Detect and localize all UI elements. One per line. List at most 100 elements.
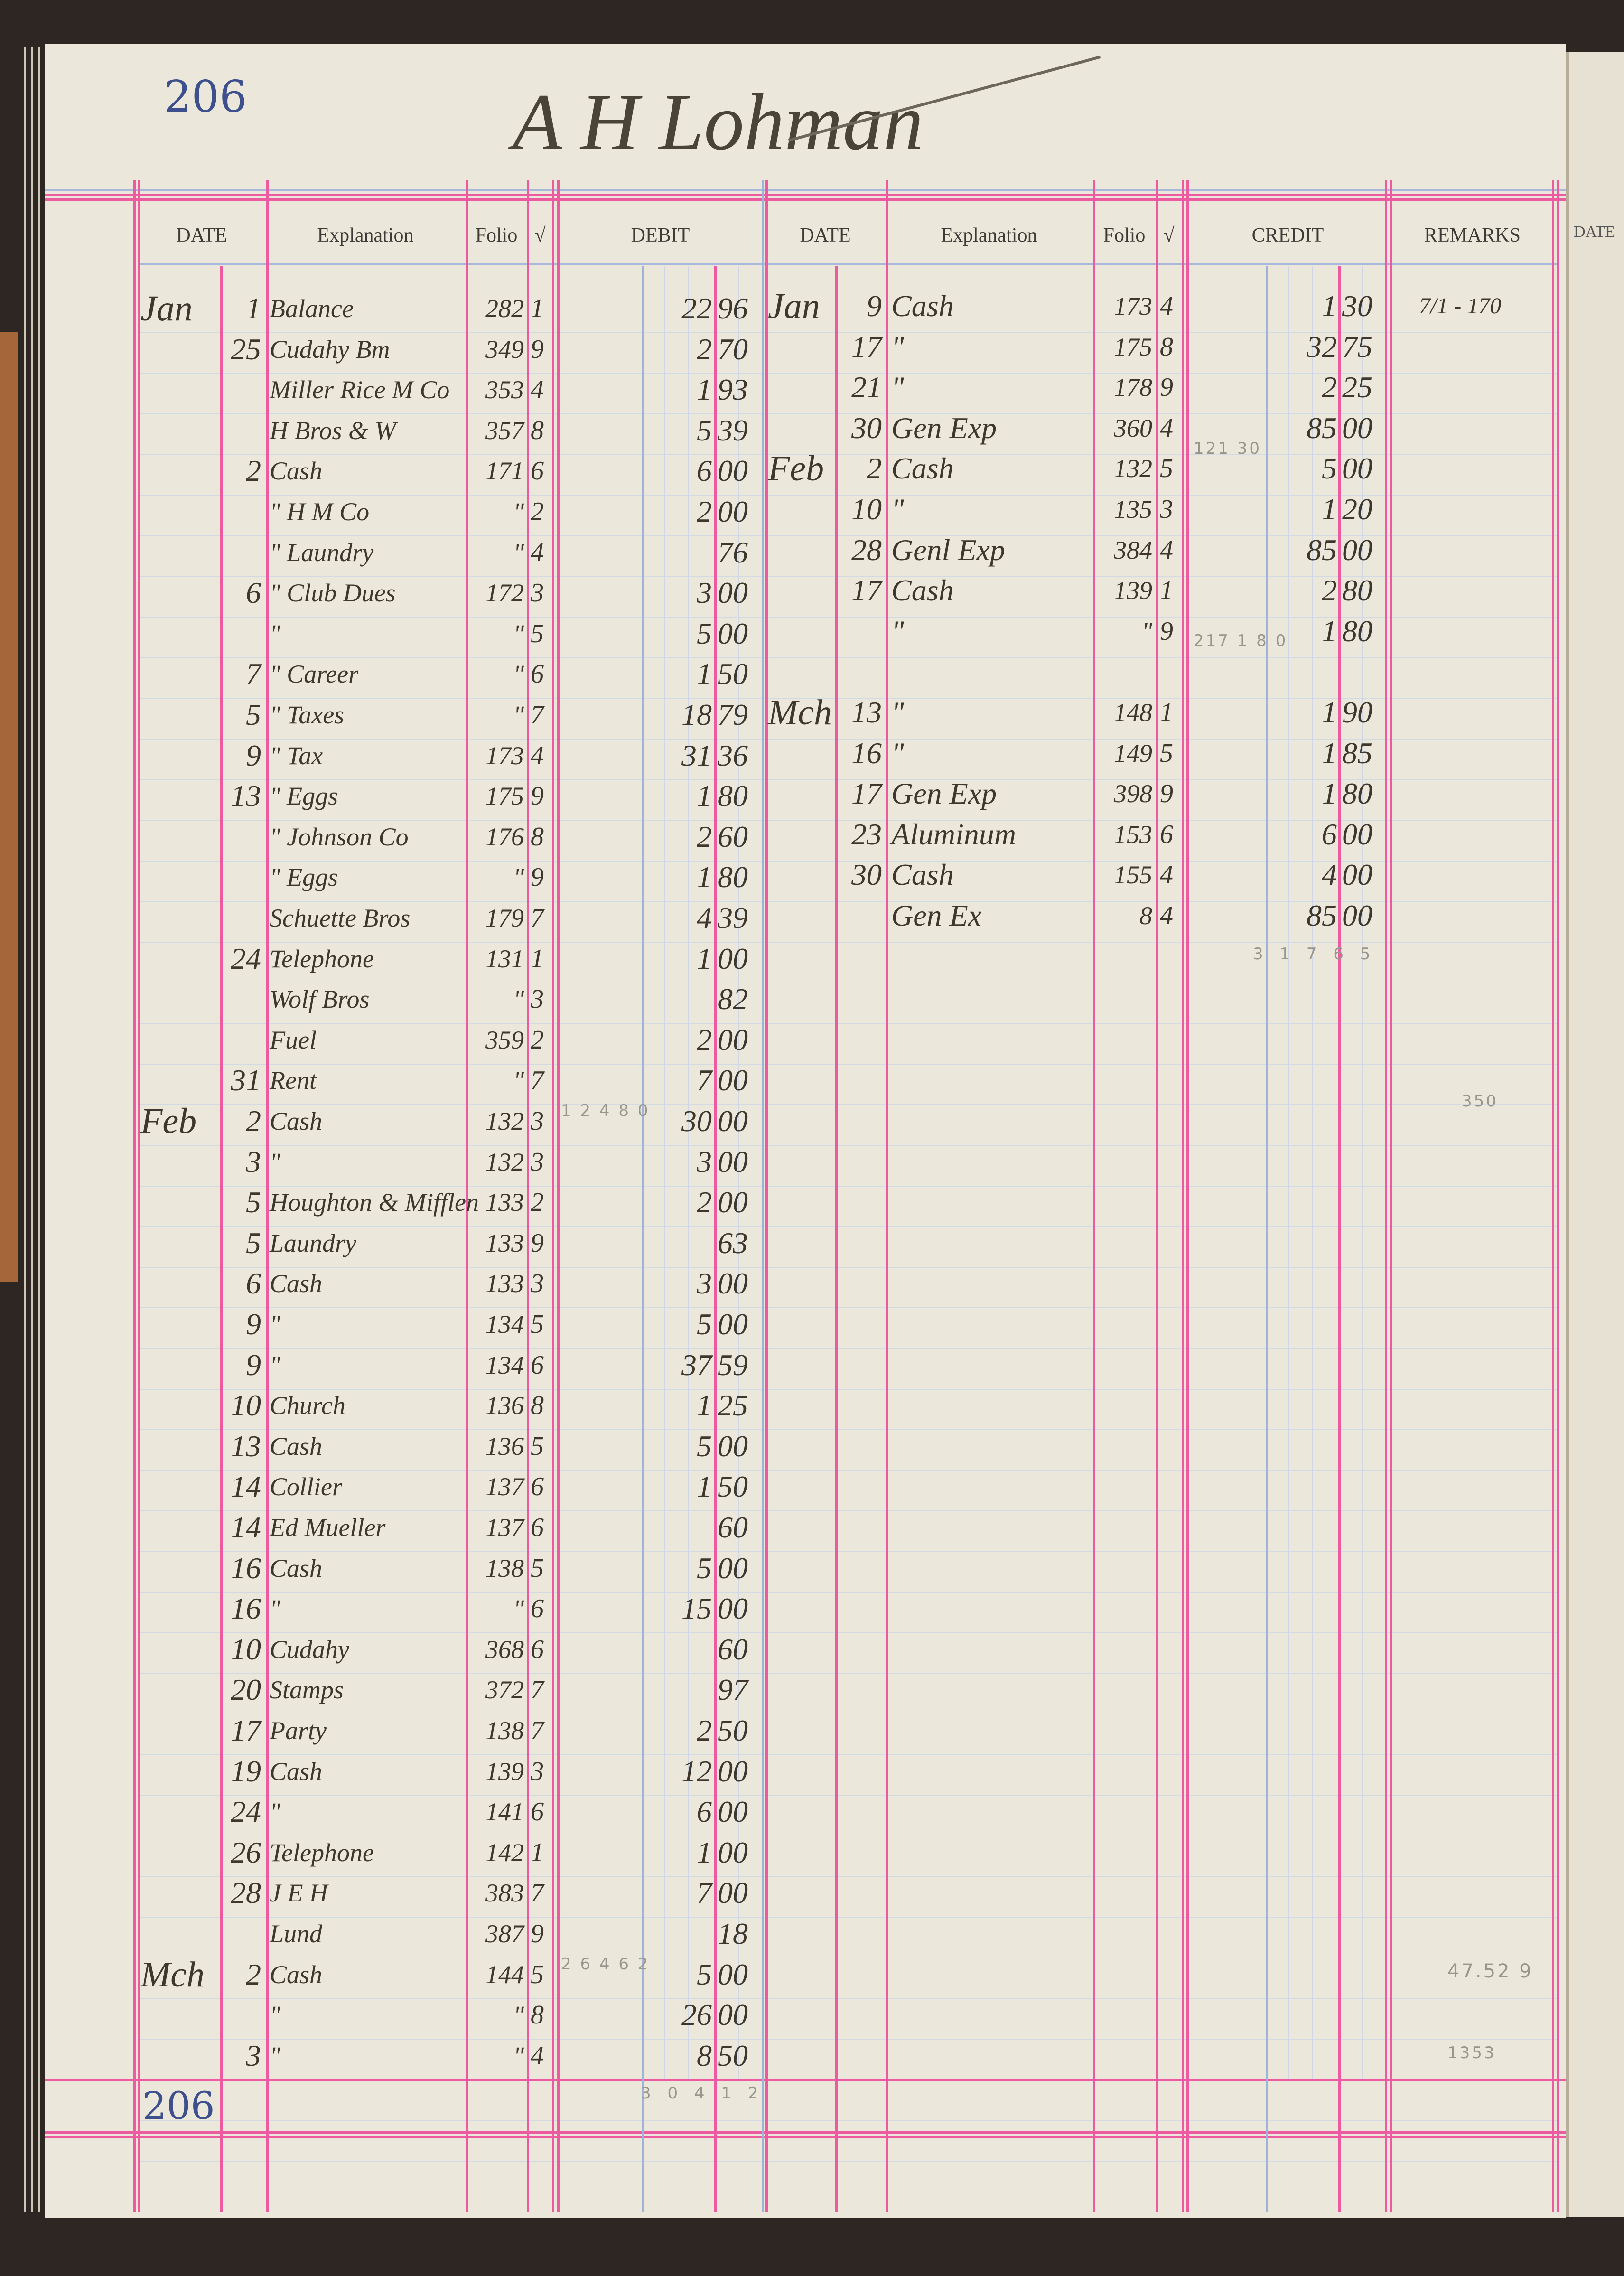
entry-folio: 387 (485, 1920, 524, 1948)
row-rule (138, 1307, 1559, 1308)
entry-explanation: Telephone (270, 945, 374, 973)
entry-folio: 359 (485, 1026, 524, 1054)
row-rule (138, 576, 1559, 577)
debit-cents: 00 (718, 576, 748, 609)
debit-cents: 79 (718, 698, 748, 731)
row-rule (138, 2039, 1559, 2040)
entry-folio: 179 (485, 904, 524, 932)
credit-dollars: 1 (1322, 777, 1337, 810)
debit-cents: 00 (718, 1185, 748, 1219)
header-remarks: REMARKS (1424, 225, 1521, 246)
entry-check: 4 (1160, 860, 1173, 890)
entry-explanation: Miller Rice M Co (270, 375, 450, 404)
credit-dollars: 5 (1322, 451, 1337, 485)
entry-explanation: Genl Exp (891, 533, 1005, 567)
entry-day: 2 (246, 1958, 261, 1991)
entry-explanation: " (891, 695, 904, 729)
pencil-note: 2 6 4 6 2 (561, 1955, 650, 1974)
entry-explanation: " (891, 614, 904, 648)
row-rule (138, 657, 1559, 658)
entry-explanation: " H M Co (270, 497, 370, 526)
column-rule (133, 180, 136, 2212)
entry-check: 9 (1160, 617, 1173, 646)
entry-check: 8 (531, 416, 544, 445)
entry-folio: 372 (485, 1676, 524, 1704)
column-rule (266, 180, 269, 2212)
credit-dollars: 85 (1307, 899, 1337, 932)
pencil-note: 121 30 (1194, 439, 1261, 458)
entry-check: 5 (531, 1310, 544, 1339)
entry-explanation: Stamps (270, 1676, 344, 1704)
entry-day: 24 (231, 1795, 261, 1828)
column-rule (1390, 180, 1392, 2212)
entry-day: 10 (231, 1632, 261, 1666)
entry-day: 24 (231, 942, 261, 975)
entry-explanation: Cash (891, 573, 954, 607)
entry-folio: 133 (485, 1188, 524, 1217)
column-rule (762, 180, 764, 2212)
entry-folio: 149 (1114, 739, 1152, 768)
row-rule (138, 1795, 1559, 1796)
page-edge (38, 47, 40, 2212)
debit-dollars: 1 (697, 942, 712, 975)
credit-cents: 00 (1342, 451, 1372, 485)
entry-explanation: " (270, 2042, 280, 2070)
entry-explanation: Cash (891, 289, 954, 323)
page-number-top: 206 (164, 71, 247, 122)
entry-explanation: Cash (270, 1757, 323, 1786)
column-rule (220, 266, 223, 2212)
debit-dollars: 15 (681, 1592, 712, 1625)
top-rule-blue (45, 189, 1566, 191)
entry-day: 16 (851, 736, 882, 770)
entry-explanation: " (891, 492, 904, 526)
debit-cents: 00 (718, 942, 748, 975)
entry-explanation: Cudahy (270, 1635, 349, 1664)
debit-cents: 97 (718, 1673, 748, 1706)
column-rule (1182, 180, 1184, 2212)
credit-dollars: 32 (1307, 330, 1337, 364)
debit-dollars: 7 (697, 1876, 712, 1910)
entry-check: 4 (1160, 413, 1173, 443)
pencil-note: 47.52 9 (1447, 1960, 1533, 1982)
entry-folio: 131 (485, 945, 524, 973)
debit-dollars: 5 (697, 1551, 712, 1585)
entry-explanation: Gen Exp (891, 411, 997, 445)
row-rule (138, 1998, 1559, 1999)
entry-check: 6 (531, 1472, 544, 1501)
row-rule (138, 901, 1559, 902)
debit-dollars: 3 (697, 1266, 712, 1300)
entry-folio: 148 (1114, 698, 1152, 727)
entry-check: 8 (531, 1391, 544, 1420)
credit-cents: 90 (1342, 695, 1372, 729)
entry-check: 1 (1160, 698, 1173, 727)
entry-check: 6 (531, 1797, 544, 1826)
entry-day: 6 (246, 1266, 261, 1300)
entry-explanation: " (270, 2001, 280, 2029)
digit-rule (688, 266, 689, 2079)
entry-explanation: J E H (270, 1879, 328, 1907)
debit-dollars: 1 (697, 1470, 712, 1503)
entry-folio: 137 (485, 1472, 524, 1501)
entry-day: 26 (231, 1836, 261, 1869)
entry-folio: 134 (485, 1310, 524, 1339)
entry-explanation: Houghton & Mifflen (270, 1188, 479, 1217)
credit-cents: 30 (1342, 289, 1372, 323)
credit-cents: 80 (1342, 777, 1372, 810)
debit-dollars: 1 (697, 1836, 712, 1869)
debit-cents: 60 (718, 820, 748, 853)
row-rule (138, 373, 1559, 374)
row-rule (138, 820, 1559, 821)
entry-check: 4 (1160, 535, 1173, 565)
debit-dollars: 7 (697, 1063, 712, 1097)
row-rule (138, 1064, 1559, 1065)
entry-check: 7 (531, 1716, 544, 1745)
credit-dollars: 85 (1307, 533, 1337, 567)
column-rule (466, 180, 468, 2212)
header-date-credit: DATE (800, 225, 851, 246)
row-rule (138, 861, 1559, 862)
entry-check: 2 (531, 497, 544, 526)
row-rule (138, 495, 1559, 496)
entry-month: Feb (140, 1101, 197, 1141)
debit-cents: 00 (718, 1104, 748, 1138)
entry-folio: " (513, 660, 524, 688)
